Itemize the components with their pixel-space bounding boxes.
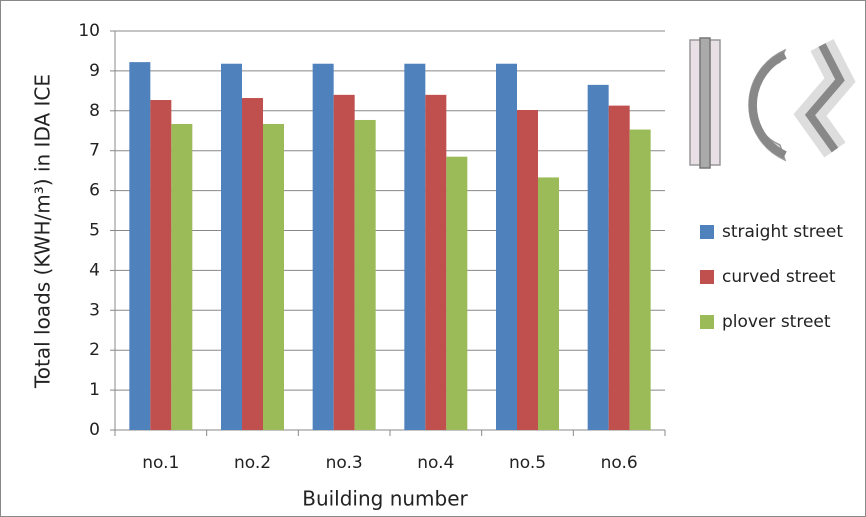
bar xyxy=(517,110,538,430)
legend-swatch xyxy=(700,315,714,329)
bar xyxy=(446,156,468,430)
bar xyxy=(242,98,263,431)
x-tick-label: no.2 xyxy=(234,453,271,473)
legend-label: curved street xyxy=(722,267,836,287)
bar xyxy=(587,84,609,431)
bar xyxy=(496,63,517,431)
y-tick-label: 2 xyxy=(89,340,100,360)
bar xyxy=(263,123,284,430)
street-icons xyxy=(689,37,856,169)
x-tick-label: no.6 xyxy=(601,453,638,473)
bar xyxy=(608,105,630,430)
x-tick-label: no.5 xyxy=(509,453,546,473)
y-tick-label: 4 xyxy=(89,260,100,280)
bar xyxy=(354,119,376,431)
bar xyxy=(538,177,559,430)
bar xyxy=(150,100,172,430)
y-tick-label: 1 xyxy=(89,380,100,400)
x-tick-label: no.1 xyxy=(142,453,179,473)
legend-swatch xyxy=(700,225,714,239)
y-tick-label: 6 xyxy=(89,181,100,201)
bar xyxy=(221,63,242,431)
y-tick-label: 10 xyxy=(78,21,100,41)
bar xyxy=(312,63,334,431)
y-tick-label: 7 xyxy=(89,141,100,161)
bar xyxy=(404,63,426,431)
x-tick-label: no.3 xyxy=(326,453,363,473)
legend-swatch xyxy=(700,270,714,284)
y-tick-label: 9 xyxy=(89,61,100,81)
legend-label: straight street xyxy=(722,222,843,242)
zigzag-road xyxy=(804,43,845,153)
x-tick-label: no.4 xyxy=(417,453,454,473)
curved-road xyxy=(748,51,787,159)
bar xyxy=(171,123,193,430)
legend-label: plover street xyxy=(722,312,831,332)
y-tick-label: 0 xyxy=(89,420,100,440)
y-tick-label: 5 xyxy=(89,221,100,241)
y-tick-label: 3 xyxy=(89,300,100,320)
bar xyxy=(629,129,651,431)
x-axis-label: Building number xyxy=(302,487,468,511)
bar xyxy=(129,62,151,430)
bar xyxy=(333,94,355,430)
y-tick-label: 8 xyxy=(89,101,100,121)
straight-road xyxy=(699,37,711,169)
bar xyxy=(425,94,447,430)
y-axis-label: Total loads (KWH/m³) in IDA ICE xyxy=(31,74,55,389)
